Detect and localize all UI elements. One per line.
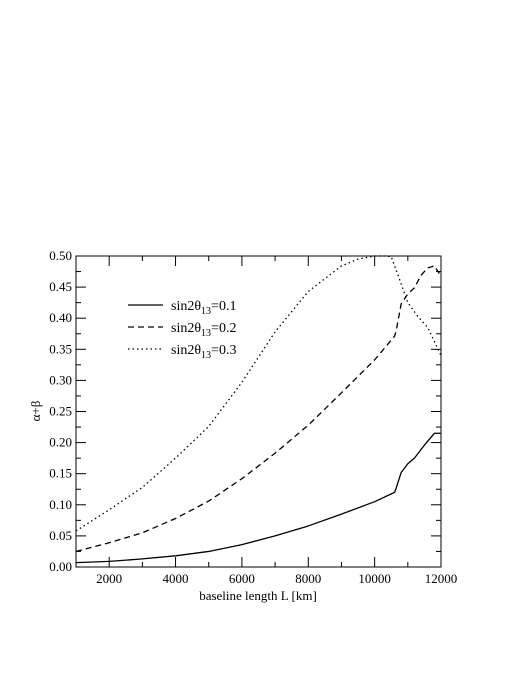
y-tick-label: 0.00 xyxy=(49,559,72,574)
axis-tick-labels: 2000 4000 6000 8000 10000 12000 0.00 0.05 0.10 0.… xyxy=(49,248,457,586)
axis-ticks xyxy=(75,255,442,568)
y-tick-label: 0.30 xyxy=(49,372,72,387)
y-tick-label: 0.25 xyxy=(49,404,72,419)
series-line-3 xyxy=(75,255,442,532)
y-tick-label: 0.20 xyxy=(49,435,72,450)
y-tick-label: 0.35 xyxy=(49,341,72,356)
legend-label-1: sin2θ13=0.1 xyxy=(171,299,236,317)
x-axis-label: baseline length L [km] xyxy=(199,588,317,603)
y-tick-label: 0.05 xyxy=(49,528,72,543)
y-tick-label: 0.45 xyxy=(49,279,72,294)
legend-label-3: sin2θ13=0.3 xyxy=(171,343,236,361)
x-tick-label: 2000 xyxy=(96,571,122,586)
y-tick-label: 0.15 xyxy=(49,466,72,481)
x-tick-label: 4000 xyxy=(163,571,189,586)
series-line-2 xyxy=(75,265,442,553)
y-tick-label: 0.50 xyxy=(49,248,72,263)
series-lines xyxy=(75,255,442,564)
plot-frame xyxy=(75,255,442,568)
x-tick-label: 8000 xyxy=(295,571,321,586)
legend-label-2: sin2θ13=0.2 xyxy=(171,321,236,339)
x-tick-label: 12000 xyxy=(425,571,458,586)
series-line-1 xyxy=(75,432,441,564)
legend: sin2θ13=0.1 sin2θ13=0.2 sin2θ13=0.3 xyxy=(128,299,236,361)
x-tick-label: 6000 xyxy=(229,571,255,586)
y-axis-label: α+β xyxy=(28,400,43,421)
y-tick-label: 0.10 xyxy=(49,497,72,512)
y-tick-label: 0.40 xyxy=(49,310,72,325)
x-tick-label: 10000 xyxy=(358,571,391,586)
